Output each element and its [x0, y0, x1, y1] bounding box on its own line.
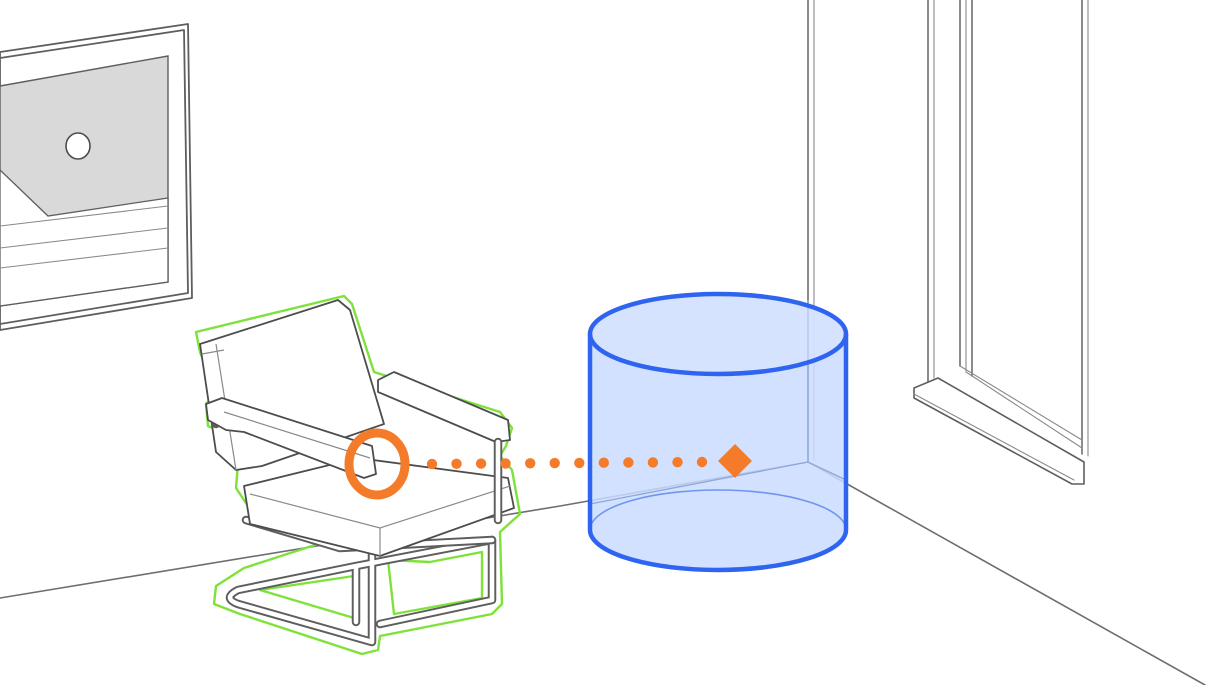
ray-dot [549, 457, 560, 469]
ray-dot [623, 457, 634, 468]
ray-dot [500, 458, 511, 469]
ray-dot [451, 458, 462, 469]
ray-dot [598, 457, 609, 468]
diamond-marker[interactable] [718, 444, 752, 478]
ray-dot [696, 456, 708, 468]
ring-marker[interactable] [344, 428, 410, 500]
ray-dot [475, 458, 487, 469]
window-frame-icon [913, 0, 1089, 485]
ray-dot [426, 458, 438, 470]
dotted-ray [426, 456, 708, 470]
sun-icon [65, 132, 91, 160]
chair-icon[interactable] [194, 294, 522, 656]
picture-frame-icon [0, 23, 193, 331]
ray-dot [672, 457, 683, 468]
cylinder-volume[interactable] [587, 291, 849, 573]
ray-dot [574, 457, 585, 469]
ray-dot [525, 458, 536, 469]
ray-dot [647, 457, 659, 468]
